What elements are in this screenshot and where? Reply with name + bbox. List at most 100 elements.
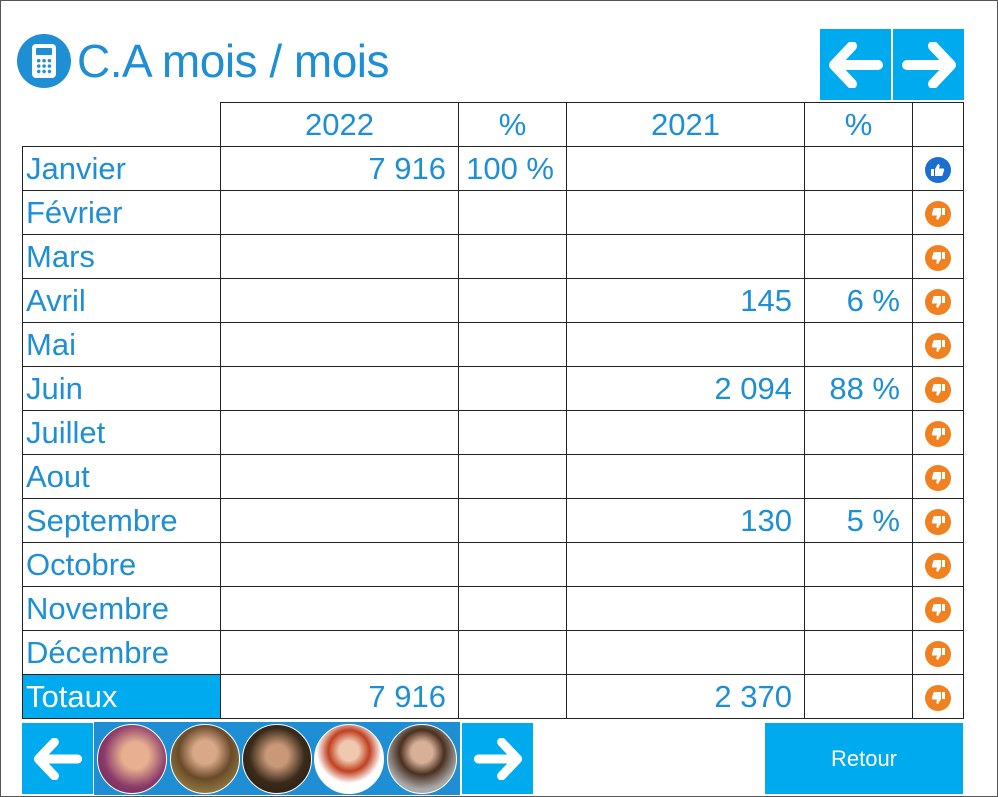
value-2021	[566, 630, 805, 675]
percent-2022	[458, 630, 567, 675]
avatar[interactable]	[169, 723, 240, 794]
avatar[interactable]	[241, 723, 312, 794]
header-blank	[22, 102, 221, 147]
value-2022	[220, 410, 459, 455]
thumbs-down-icon	[925, 553, 951, 580]
status-cell	[912, 322, 964, 367]
value-2022	[220, 322, 459, 367]
month-label: Février	[22, 190, 221, 235]
status-cell	[912, 146, 964, 191]
table-row: Mai	[22, 322, 964, 367]
status-cell	[912, 234, 964, 279]
value-2022	[220, 586, 459, 631]
month-label: Mars	[22, 234, 221, 279]
thumbs-down-icon	[925, 245, 951, 272]
month-label: Aout	[22, 454, 221, 499]
value-2022	[220, 542, 459, 587]
header-2022: 2022	[220, 102, 459, 147]
percent-2021	[804, 630, 913, 675]
percent-2021	[804, 542, 913, 587]
thumbs-down-icon	[925, 685, 951, 712]
thumbs-down-icon	[925, 465, 951, 492]
table-row: Aout	[22, 454, 964, 499]
value-2022	[220, 366, 459, 411]
calculator-icon	[17, 34, 71, 88]
arrow-left-icon	[33, 737, 82, 780]
table-row: Octobre	[22, 542, 964, 587]
avatars-next-button[interactable]	[462, 723, 533, 794]
avatar[interactable]	[386, 723, 457, 794]
next-button[interactable]	[893, 29, 964, 100]
percent-2021: 6 %	[804, 278, 913, 323]
value-2021	[566, 322, 805, 367]
value-2022	[220, 278, 459, 323]
header-percent-2022: %	[458, 102, 567, 147]
month-label: Octobre	[22, 542, 221, 587]
header-percent-2021: %	[804, 102, 913, 147]
month-label: Décembre	[22, 630, 221, 675]
value-2021: 130	[566, 498, 805, 543]
percent-2021: 88 %	[804, 366, 913, 411]
retour-button[interactable]: Retour	[765, 723, 963, 794]
value-2021	[566, 190, 805, 235]
header-status	[912, 102, 964, 147]
percent-2022: 100 %	[458, 146, 567, 191]
table-row: Février	[22, 190, 964, 235]
value-2022: 7 916	[220, 146, 459, 191]
value-2022	[220, 454, 459, 499]
table-row: Novembre	[22, 586, 964, 631]
previous-button[interactable]	[820, 29, 891, 100]
value-2021	[566, 146, 805, 191]
value-2022	[220, 498, 459, 543]
value-2022: 7 916	[220, 674, 459, 719]
status-cell	[912, 498, 964, 543]
percent-2022	[458, 190, 567, 235]
value-2022	[220, 234, 459, 279]
table-row: Juillet	[22, 410, 964, 455]
table-row: Mars	[22, 234, 964, 279]
status-cell	[912, 454, 964, 499]
percent-2022	[458, 586, 567, 631]
status-cell	[912, 410, 964, 455]
monthly-revenue-table: 2022 % 2021 % Janvier 7 916 100 % Févrie…	[22, 102, 964, 719]
month-label: Mai	[22, 322, 221, 367]
header-2021: 2021	[566, 102, 805, 147]
percent-2022	[458, 278, 567, 323]
percent-2021	[804, 146, 913, 191]
percent-2021	[804, 322, 913, 367]
value-2021	[566, 586, 805, 631]
percent-2021	[804, 454, 913, 499]
percent-2021: 5 %	[804, 498, 913, 543]
percent-2021	[804, 190, 913, 235]
thumbs-down-icon	[925, 509, 951, 536]
table-header-row: 2022 % 2021 %	[22, 102, 964, 147]
month-label: Juillet	[22, 410, 221, 455]
value-2021	[566, 542, 805, 587]
status-cell	[912, 674, 964, 719]
avatar[interactable]	[97, 723, 168, 794]
avatar[interactable]	[314, 723, 385, 794]
title-text: C.A mois / mois	[77, 35, 390, 87]
avatars-previous-button[interactable]	[22, 723, 93, 794]
avatar-strip	[94, 722, 460, 795]
table-row: Janvier 7 916 100 %	[22, 146, 964, 191]
arrow-left-icon	[828, 41, 883, 88]
percent-2022	[458, 542, 567, 587]
month-label: Totaux	[22, 674, 221, 719]
thumbs-down-icon	[925, 333, 951, 360]
percent-2021	[804, 410, 913, 455]
month-label: Janvier	[22, 146, 221, 191]
value-2021: 2 094	[566, 366, 805, 411]
percent-2022	[458, 322, 567, 367]
status-cell	[912, 586, 964, 631]
status-cell	[912, 278, 964, 323]
thumbs-down-icon	[925, 289, 951, 316]
value-2021	[566, 410, 805, 455]
month-label: Juin	[22, 366, 221, 411]
thumbs-down-icon	[925, 377, 951, 404]
status-cell	[912, 190, 964, 235]
percent-2022	[458, 454, 567, 499]
value-2022	[220, 190, 459, 235]
percent-2022	[458, 410, 567, 455]
month-label: Avril	[22, 278, 221, 323]
